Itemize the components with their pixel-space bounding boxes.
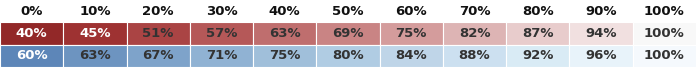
Bar [63, 22, 127, 45]
Bar [317, 45, 379, 67]
Text: 51%: 51% [143, 27, 174, 40]
Text: 63%: 63% [269, 27, 301, 40]
Bar [379, 45, 443, 67]
Text: 80%: 80% [332, 49, 364, 62]
Text: 100%: 100% [644, 27, 685, 40]
Text: 67%: 67% [143, 49, 174, 62]
Text: 75%: 75% [395, 27, 427, 40]
Bar [127, 0, 190, 22]
Bar [253, 0, 317, 22]
Text: 20%: 20% [143, 5, 174, 18]
Text: 88%: 88% [459, 49, 491, 62]
Bar [190, 0, 253, 22]
Text: 40%: 40% [16, 27, 47, 40]
Bar [379, 0, 443, 22]
Bar [443, 45, 506, 67]
Bar [127, 22, 190, 45]
Text: 30%: 30% [205, 5, 237, 18]
Bar [443, 22, 506, 45]
Bar [190, 22, 253, 45]
Bar [63, 45, 127, 67]
Bar [63, 0, 127, 22]
Text: 96%: 96% [585, 49, 617, 62]
Text: 60%: 60% [395, 5, 427, 18]
Bar [0, 0, 63, 22]
Text: 84%: 84% [395, 49, 427, 62]
Bar [443, 0, 506, 22]
Bar [506, 45, 569, 67]
Bar [317, 0, 379, 22]
Text: 100%: 100% [644, 49, 685, 62]
Bar [0, 45, 63, 67]
Bar [253, 45, 317, 67]
Bar [506, 0, 569, 22]
Text: 90%: 90% [585, 5, 617, 18]
Text: 69%: 69% [332, 27, 364, 40]
Bar [190, 45, 253, 67]
Text: 94%: 94% [585, 27, 617, 40]
Bar [633, 22, 696, 45]
Bar [569, 22, 633, 45]
Bar [569, 45, 633, 67]
Bar [506, 22, 569, 45]
Text: 80%: 80% [522, 5, 553, 18]
Bar [127, 45, 190, 67]
Text: 92%: 92% [522, 49, 553, 62]
Text: 87%: 87% [522, 27, 553, 40]
Text: 82%: 82% [459, 27, 490, 40]
Text: 0%: 0% [20, 5, 43, 18]
Text: 100%: 100% [644, 5, 685, 18]
Bar [379, 22, 443, 45]
Text: 75%: 75% [269, 49, 301, 62]
Text: 10%: 10% [79, 5, 111, 18]
Text: 71%: 71% [206, 49, 237, 62]
Bar [317, 22, 379, 45]
Text: 57%: 57% [206, 27, 237, 40]
Text: 70%: 70% [459, 5, 490, 18]
Bar [633, 45, 696, 67]
Bar [633, 0, 696, 22]
Text: 63%: 63% [79, 49, 111, 62]
Text: 60%: 60% [16, 49, 47, 62]
Text: 40%: 40% [269, 5, 301, 18]
Bar [0, 22, 63, 45]
Bar [569, 0, 633, 22]
Text: 45%: 45% [79, 27, 111, 40]
Bar [253, 22, 317, 45]
Text: 50%: 50% [332, 5, 364, 18]
